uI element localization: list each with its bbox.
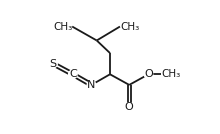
- Circle shape: [87, 81, 96, 89]
- Text: CH₃: CH₃: [120, 22, 139, 31]
- Text: O: O: [125, 102, 134, 112]
- Circle shape: [69, 70, 77, 79]
- Text: CH₃: CH₃: [161, 69, 180, 79]
- Circle shape: [125, 103, 134, 111]
- Text: S: S: [50, 59, 57, 69]
- Text: N: N: [87, 80, 96, 90]
- Text: CH₃: CH₃: [53, 22, 72, 31]
- Circle shape: [49, 59, 57, 68]
- Circle shape: [144, 70, 153, 79]
- Text: C: C: [69, 69, 77, 79]
- Text: O: O: [144, 69, 153, 79]
